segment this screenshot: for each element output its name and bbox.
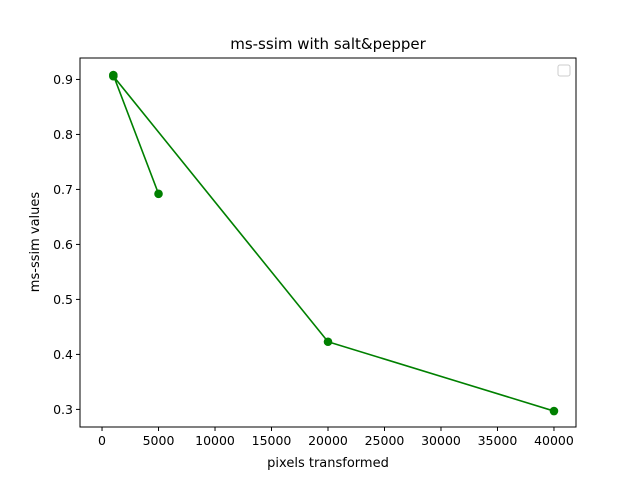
y-axis-label: ms-ssim values <box>28 192 43 293</box>
x-tick-label: 15000 <box>252 433 292 448</box>
series-layer <box>109 70 559 416</box>
y-axis-ticks: 0.3 0.4 0.5 0.6 0.7 0.8 0.9 <box>53 72 80 417</box>
x-tick-label: 10000 <box>195 433 235 448</box>
y-tick-label: 0.3 <box>53 402 73 417</box>
x-tick-label: 25000 <box>365 433 405 448</box>
y-tick-label: 0.6 <box>53 237 73 252</box>
data-point <box>109 71 118 81</box>
data-point <box>323 337 333 347</box>
x-tick-label: 40000 <box>534 433 574 448</box>
x-tick-label: 20000 <box>308 433 348 448</box>
plot-frame <box>79 57 577 428</box>
x-tick-label: 0 <box>98 433 106 448</box>
data-point <box>154 189 163 199</box>
y-tick-label: 0.9 <box>53 72 73 87</box>
y-tick-label: 0.5 <box>53 292 73 307</box>
legend-box <box>557 64 571 77</box>
x-tick-label: 30000 <box>421 433 461 448</box>
y-tick-label: 0.8 <box>53 127 73 142</box>
chart-title: ms-ssim with salt&pepper <box>230 35 426 53</box>
x-axis-ticks: 0 5000 10000 15000 20000 25000 30000 35000 40000 <box>98 427 574 448</box>
legend <box>557 64 571 77</box>
y-tick-label: 0.4 <box>53 347 73 362</box>
x-tick-label: 5000 <box>143 433 175 448</box>
data-point <box>549 406 559 416</box>
x-tick-label: 35000 <box>478 433 518 448</box>
y-tick-label: 0.7 <box>53 182 73 197</box>
x-axis-label: pixels transformed <box>267 456 389 471</box>
